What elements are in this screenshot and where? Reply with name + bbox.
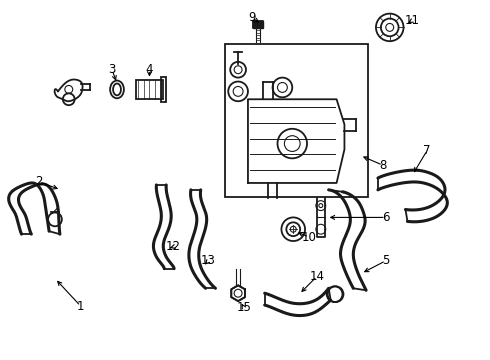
- Text: 11: 11: [405, 14, 420, 27]
- Text: 13: 13: [201, 254, 216, 267]
- Text: 2: 2: [35, 175, 43, 189]
- Text: 6: 6: [382, 211, 390, 224]
- Text: 3: 3: [108, 63, 116, 76]
- Bar: [161, 77, 166, 102]
- Text: 8: 8: [379, 159, 387, 172]
- Text: 5: 5: [382, 254, 390, 267]
- Bar: [225, 44, 368, 197]
- Text: 9: 9: [248, 11, 256, 24]
- Bar: [136, 80, 163, 99]
- Text: 7: 7: [423, 144, 431, 157]
- Polygon shape: [231, 285, 245, 301]
- Polygon shape: [253, 21, 263, 28]
- Text: 15: 15: [237, 301, 251, 315]
- Text: 10: 10: [301, 231, 317, 244]
- Text: 1: 1: [77, 300, 84, 312]
- Text: 12: 12: [166, 240, 181, 253]
- Text: 14: 14: [309, 270, 324, 283]
- Text: 4: 4: [146, 63, 153, 76]
